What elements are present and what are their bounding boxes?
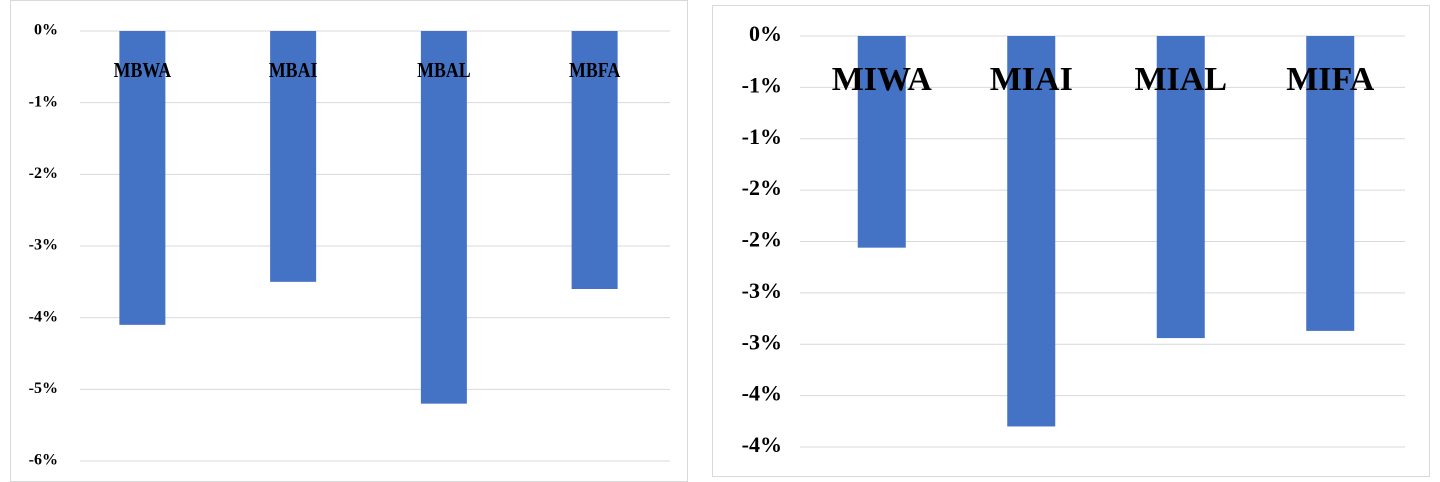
category-label: MBAL [417,60,471,83]
y-tick-label: -3% [742,329,782,354]
y-tick-label: 0% [34,22,58,39]
category-label: MBWA [114,60,171,83]
y-tick-label: -4% [742,381,782,406]
y-tick-label: -2% [29,165,58,182]
category-label: MIAI [990,61,1073,98]
bar [119,31,166,325]
y-tick-label: -1% [742,124,782,149]
y-tick-label: -4% [742,432,782,457]
y-tick-label: 0% [749,21,782,46]
y-tick-label: -2% [742,227,782,252]
y-tick-label: -1% [29,93,58,110]
bar [270,31,317,282]
bar [571,31,618,289]
bar [1306,36,1355,331]
y-tick-label: -6% [29,452,58,469]
category-label: MBAI [269,60,318,83]
bar [1007,36,1056,427]
category-label: MIFA [1286,61,1375,98]
y-tick-label: -2% [742,175,782,200]
y-tick-label: -3% [29,237,58,254]
y-tick-label: -1% [742,72,782,97]
y-tick-label: -5% [29,380,58,397]
y-tick-label: -3% [742,278,782,303]
category-label: MIAL [1134,61,1227,98]
category-label: MIWA [832,61,933,98]
bar [857,36,906,248]
bar [1156,36,1205,339]
y-tick-label: -4% [29,308,58,325]
bar [420,31,467,404]
category-label: MBFA [569,60,620,83]
